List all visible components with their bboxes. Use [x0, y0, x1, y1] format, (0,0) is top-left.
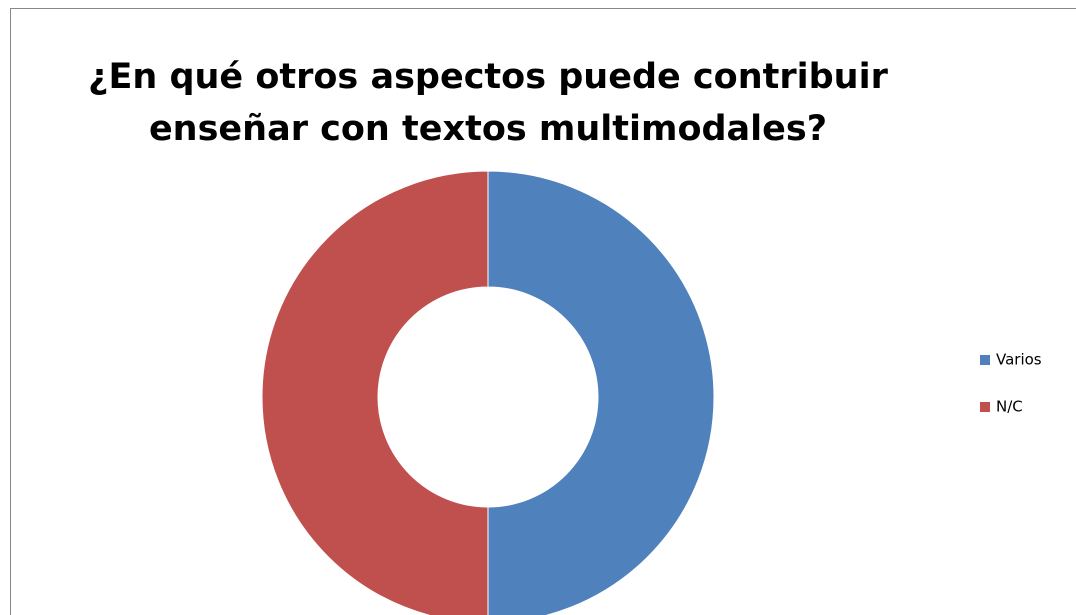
chart-title-line: ¿En qué otros aspectos puede contribuir [88, 57, 888, 97]
donut-slice [261, 170, 489, 615]
chart-title-line: enseñar con textos multimodales? [149, 109, 827, 149]
legend-swatch [980, 402, 990, 412]
legend-label: N/C [996, 398, 1023, 416]
legend-label: Varios [996, 351, 1042, 369]
donut-slice [487, 170, 715, 615]
legend-swatch [980, 355, 990, 365]
